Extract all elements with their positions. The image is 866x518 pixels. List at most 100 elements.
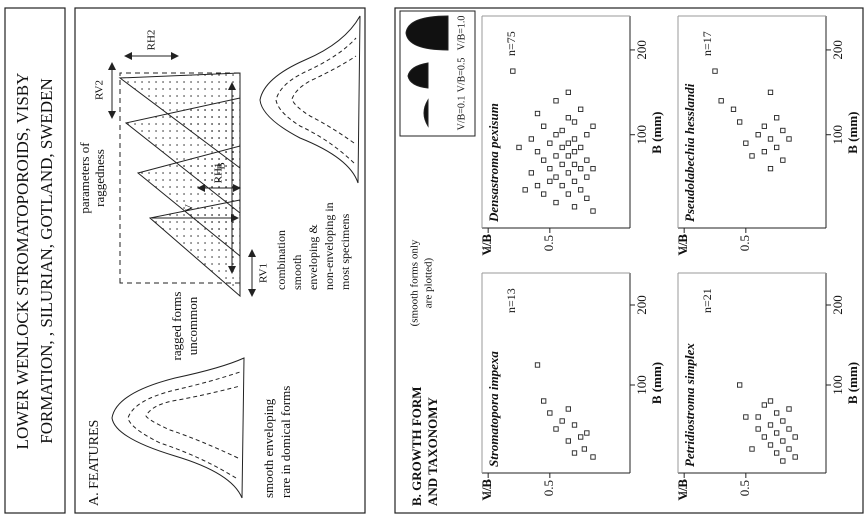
point [585, 133, 589, 137]
point [560, 183, 564, 187]
plot-title: Pseudolabechia hesslandi [682, 83, 697, 222]
point [566, 154, 570, 158]
point [756, 427, 760, 431]
y-axis-label: V/B [675, 479, 690, 501]
point [793, 435, 797, 439]
shape-label: V/B=0.1 [456, 96, 467, 131]
note: (smooth forms only [409, 239, 421, 326]
smooth-dome [112, 358, 244, 498]
annotation: raggedness [92, 149, 107, 207]
point [578, 145, 582, 149]
point [566, 439, 570, 443]
plot-annotation: n=17 [700, 31, 714, 56]
point [572, 423, 576, 427]
point [756, 415, 760, 419]
point [578, 166, 582, 170]
x-tick-label: 200 [830, 40, 845, 60]
point [541, 124, 545, 128]
point [548, 411, 552, 415]
annotation: uncommon [185, 296, 200, 355]
point [548, 141, 552, 145]
plot-title: Stromatopora impexa [486, 351, 501, 467]
y-tick-label: 0.5 [737, 235, 752, 251]
combination-dome [260, 16, 360, 183]
point [572, 205, 576, 209]
point [750, 154, 754, 158]
point [774, 411, 778, 415]
point [781, 128, 785, 132]
point [787, 407, 791, 411]
x-tick-label: 100 [830, 375, 845, 395]
x-tick-label: 200 [634, 295, 649, 315]
point [554, 200, 558, 204]
point [554, 133, 558, 137]
figure: LOWER WENLOCK STROMATOPOROIDS, VISBY FOR… [0, 0, 866, 518]
point [554, 154, 558, 158]
point [750, 447, 754, 451]
point [572, 162, 576, 166]
annotation: most specimens [338, 213, 352, 290]
point [548, 166, 552, 170]
x-tick-label: 100 [634, 375, 649, 395]
point [554, 427, 558, 431]
point [768, 137, 772, 141]
point [560, 162, 564, 166]
x-axis-label: B (mm) [845, 111, 860, 153]
point [535, 363, 539, 367]
annotation: combination [274, 230, 288, 290]
annotation: parameters of [77, 142, 92, 214]
point [781, 419, 785, 423]
point [554, 175, 558, 179]
point [768, 423, 772, 427]
annotation: enveloping & [306, 224, 320, 290]
page: LOWER WENLOCK STROMATOPOROIDS, VISBY FOR… [0, 0, 866, 518]
point [762, 403, 766, 407]
point [787, 427, 791, 431]
point [560, 128, 564, 132]
x-tick-label: 200 [634, 40, 649, 60]
point [554, 99, 558, 103]
shape-label: V/B=1.0 [456, 16, 467, 51]
title-line: LOWER WENLOCK STROMATOPOROIDS, VISBY [13, 73, 32, 450]
point [585, 158, 589, 162]
point [517, 145, 521, 149]
point [529, 137, 533, 141]
symbol-label: B [216, 162, 228, 169]
point [737, 383, 741, 387]
point [737, 120, 741, 124]
panel-label: B. GROWTH FORM [409, 386, 424, 506]
point [768, 90, 772, 94]
point [560, 419, 564, 423]
point [541, 158, 545, 162]
y-tick-label: 0.5 [737, 480, 752, 496]
ragged-figure [112, 56, 252, 296]
x-tick-label: 100 [634, 125, 649, 145]
x-tick-label: 200 [830, 295, 845, 315]
x-axis-label: B (mm) [649, 111, 664, 153]
annotation: smooth enveloping [261, 398, 276, 498]
point [768, 166, 772, 170]
point [541, 192, 545, 196]
point [762, 124, 766, 128]
point [572, 120, 576, 124]
point [731, 107, 735, 111]
point [768, 443, 772, 447]
y-axis-label: V/B [675, 234, 690, 256]
point [566, 407, 570, 411]
point [535, 183, 539, 187]
point [774, 431, 778, 435]
point [774, 116, 778, 120]
point [560, 145, 564, 149]
point [511, 69, 515, 73]
y-tick-label: 0.5 [541, 235, 556, 251]
point [566, 141, 570, 145]
plot-annotation: n=75 [504, 31, 518, 56]
point [523, 188, 527, 192]
point [591, 166, 595, 170]
note: are plotted) [423, 257, 435, 308]
point [585, 175, 589, 179]
point [719, 99, 723, 103]
plot-title: Petridiostroma simplex [682, 343, 697, 467]
shape-label: V/B=0.5 [456, 58, 467, 93]
point [578, 107, 582, 111]
